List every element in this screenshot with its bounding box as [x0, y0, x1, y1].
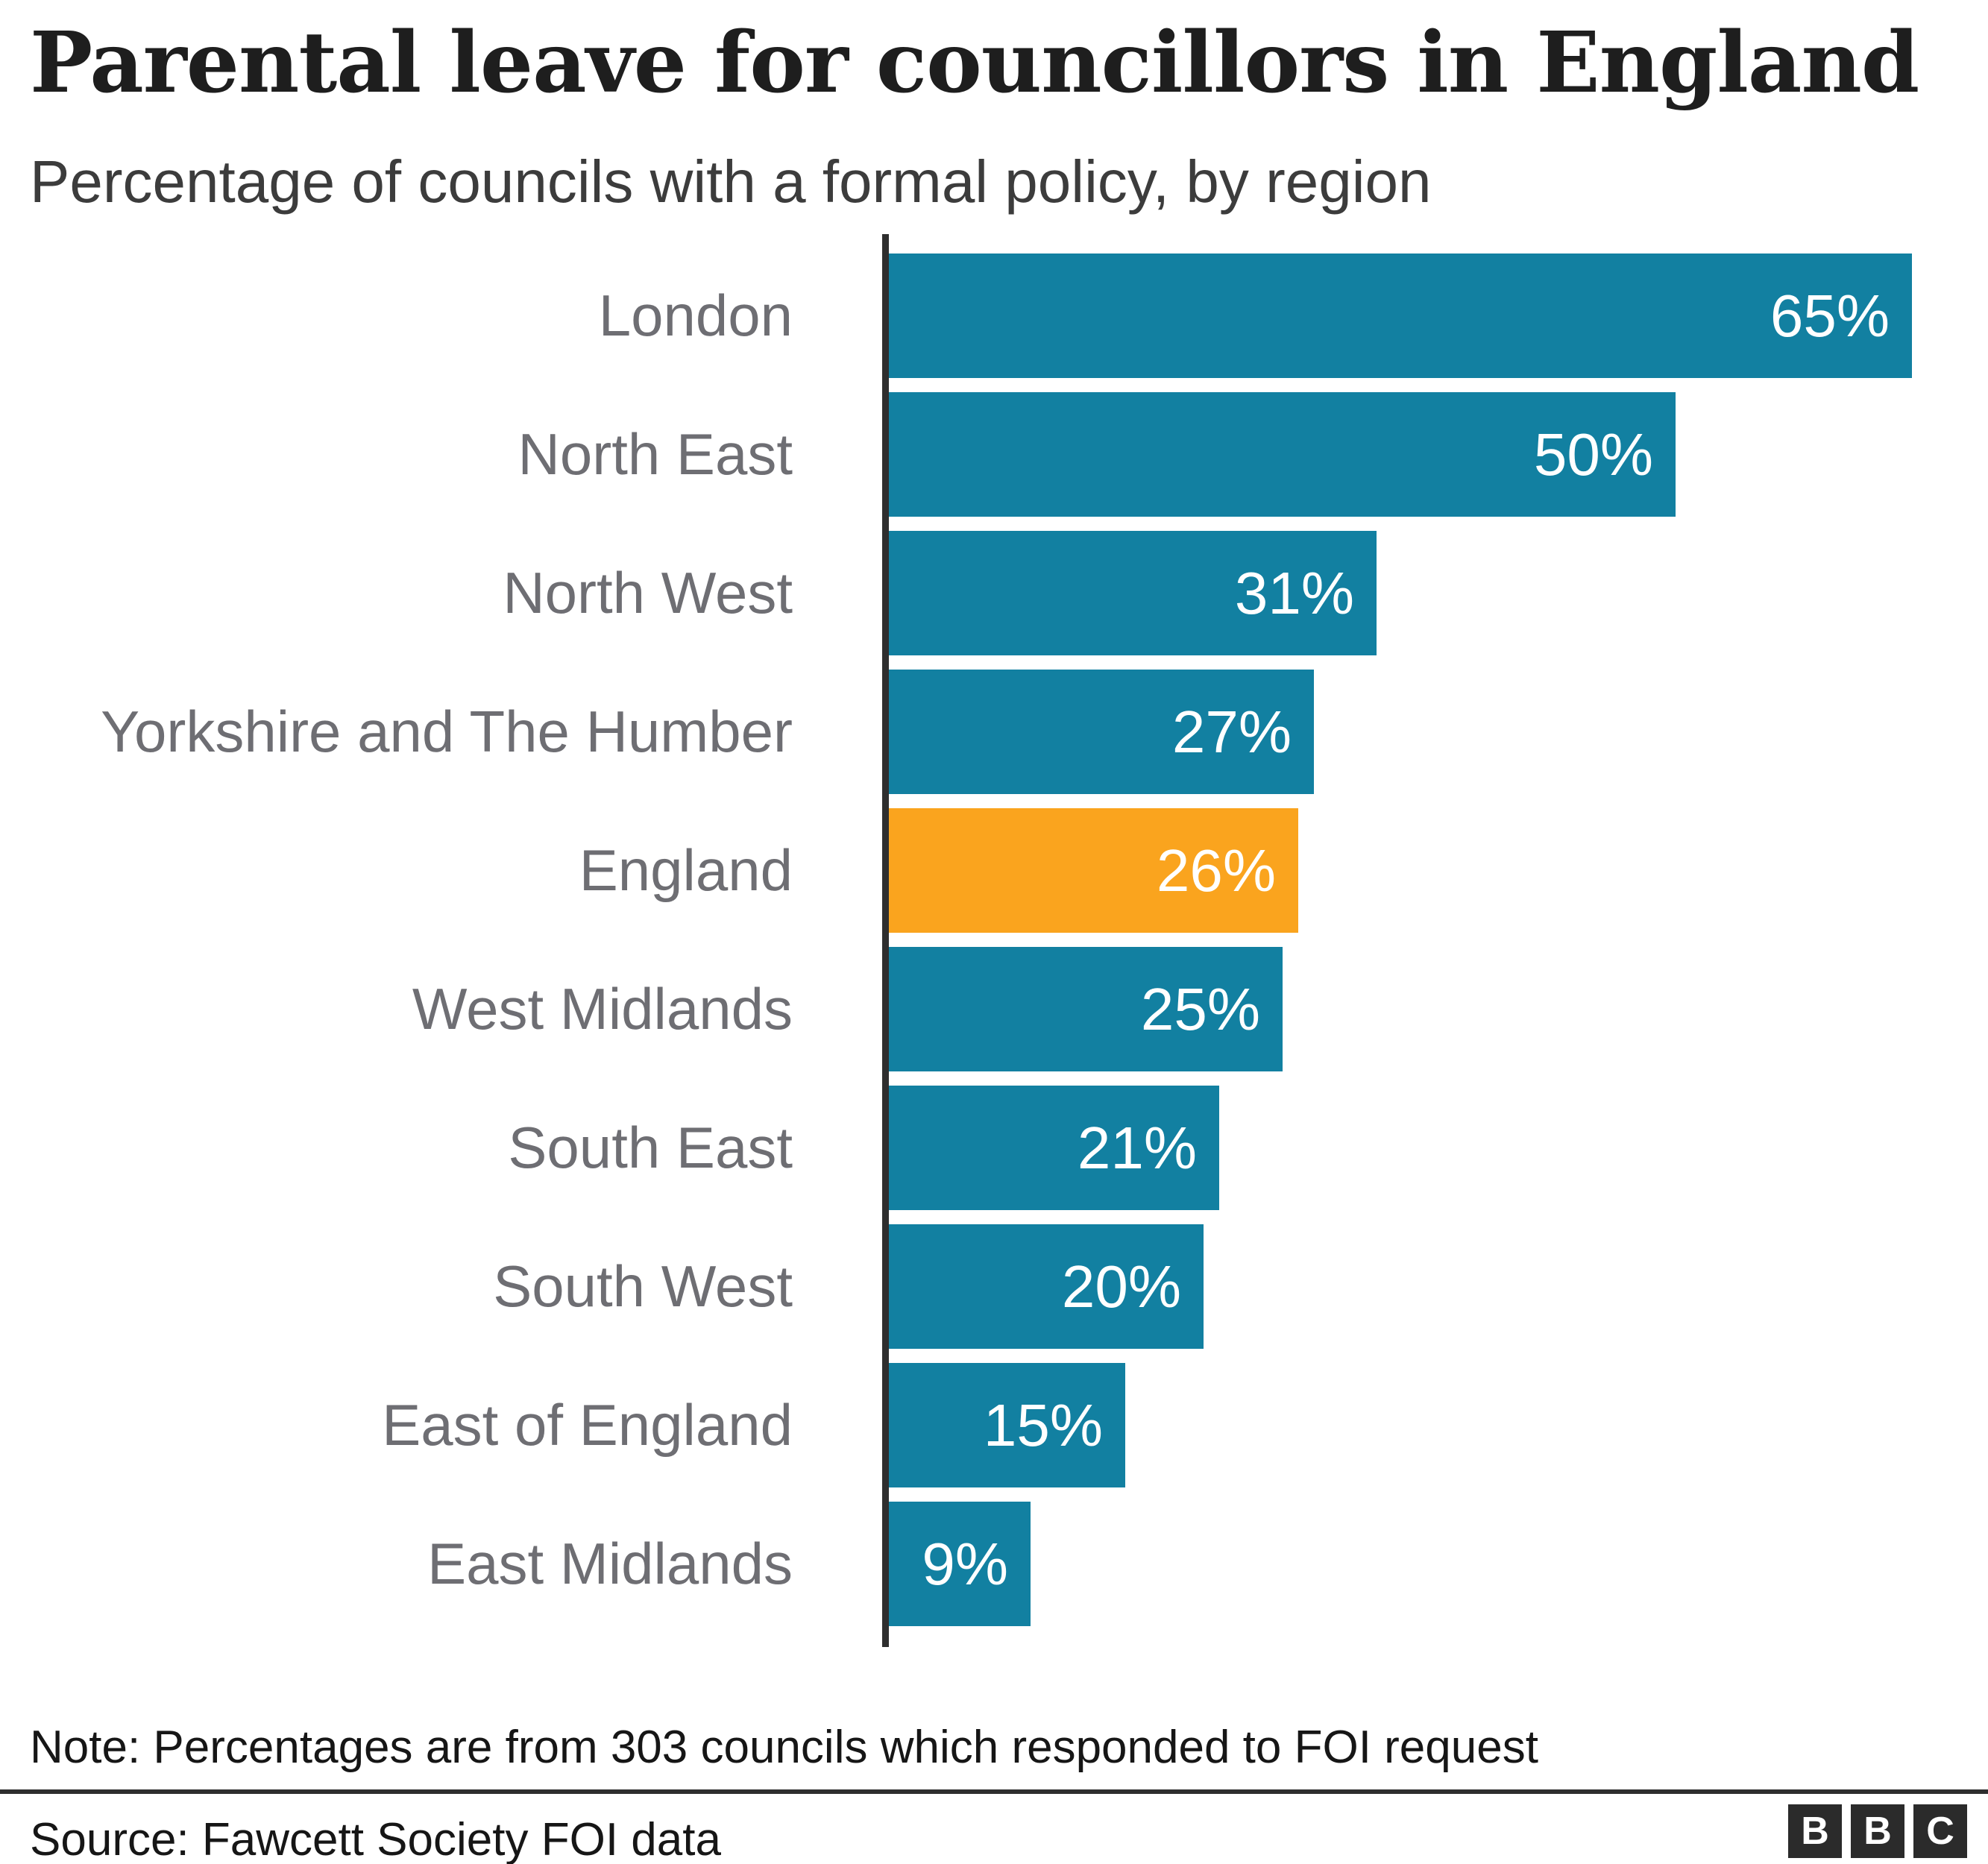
bbc-logo-block: B [1851, 1804, 1904, 1858]
bar-row: South West 20% [0, 1224, 1988, 1349]
bar-value-label: 25% [1140, 975, 1260, 1042]
category-label: East Midlands [427, 1531, 793, 1596]
category-label: London [598, 283, 793, 348]
category-label: South East [508, 1115, 793, 1180]
bar: 31% [889, 531, 1377, 655]
bar-row: North West 31% [0, 531, 1988, 655]
bar-value-label: 20% [1061, 1253, 1181, 1320]
category-label: South West [493, 1253, 793, 1319]
bar-row: East Midlands 9% [0, 1502, 1988, 1626]
bar-value-label: 15% [983, 1391, 1103, 1458]
bar-value-label: 50% [1533, 421, 1653, 488]
bar-value-label: 21% [1077, 1114, 1197, 1181]
bar: 27% [889, 670, 1314, 794]
bar-highlight: 26% [889, 808, 1298, 933]
bar-row: England 26% [0, 808, 1988, 933]
category-label: North East [518, 421, 793, 487]
bar-value-label: 31% [1234, 559, 1354, 626]
bar-chart: London 65% North East 50% North West 31% Yorks… [0, 234, 1988, 1647]
bar: 9% [889, 1502, 1031, 1626]
bar-row: South East 21% [0, 1086, 1988, 1210]
bbc-logo-letter: B [1801, 1810, 1829, 1853]
bbc-logo-letter: C [1926, 1810, 1954, 1853]
bar-value-label: 26% [1156, 837, 1276, 904]
category-label: West Midlands [412, 976, 793, 1042]
bar: 50% [889, 392, 1676, 517]
bar: 25% [889, 947, 1283, 1071]
bar-value-label: 65% [1770, 282, 1890, 349]
bar-row: West Midlands 25% [0, 947, 1988, 1071]
bar: 20% [889, 1224, 1204, 1349]
bbc-logo-block: C [1913, 1804, 1967, 1858]
bar-row: North East 50% [0, 392, 1988, 517]
bar: 21% [889, 1086, 1219, 1210]
footer-divider [0, 1789, 1988, 1794]
category-label: East of England [382, 1392, 793, 1458]
category-label: Yorkshire and The Humber [101, 699, 793, 764]
bbc-logo-letter: B [1863, 1810, 1892, 1853]
category-label: England [579, 837, 793, 903]
bar: 65% [889, 254, 1912, 378]
source-text: Source: Fawcett Society FOI data [30, 1814, 721, 1864]
page-subtitle: Percentage of councils with a formal pol… [30, 148, 1432, 215]
bar-value-label: 27% [1171, 698, 1292, 765]
bar: 15% [889, 1363, 1125, 1487]
note-text: Note: Percentages are from 303 councils … [30, 1722, 1538, 1773]
bbc-logo-block: B [1788, 1804, 1842, 1858]
bar-rows: London 65% North East 50% North West 31% Yorks… [0, 254, 1988, 1626]
bar-row: London 65% [0, 254, 1988, 378]
bar-row: Yorkshire and The Humber 27% [0, 670, 1988, 794]
bar-value-label: 9% [922, 1530, 1008, 1597]
y-axis-line [882, 234, 889, 1647]
bar-row: East of England 15% [0, 1363, 1988, 1487]
category-label: North West [503, 560, 793, 626]
page-title: Parental leave for councillors in Englan… [30, 14, 1919, 112]
